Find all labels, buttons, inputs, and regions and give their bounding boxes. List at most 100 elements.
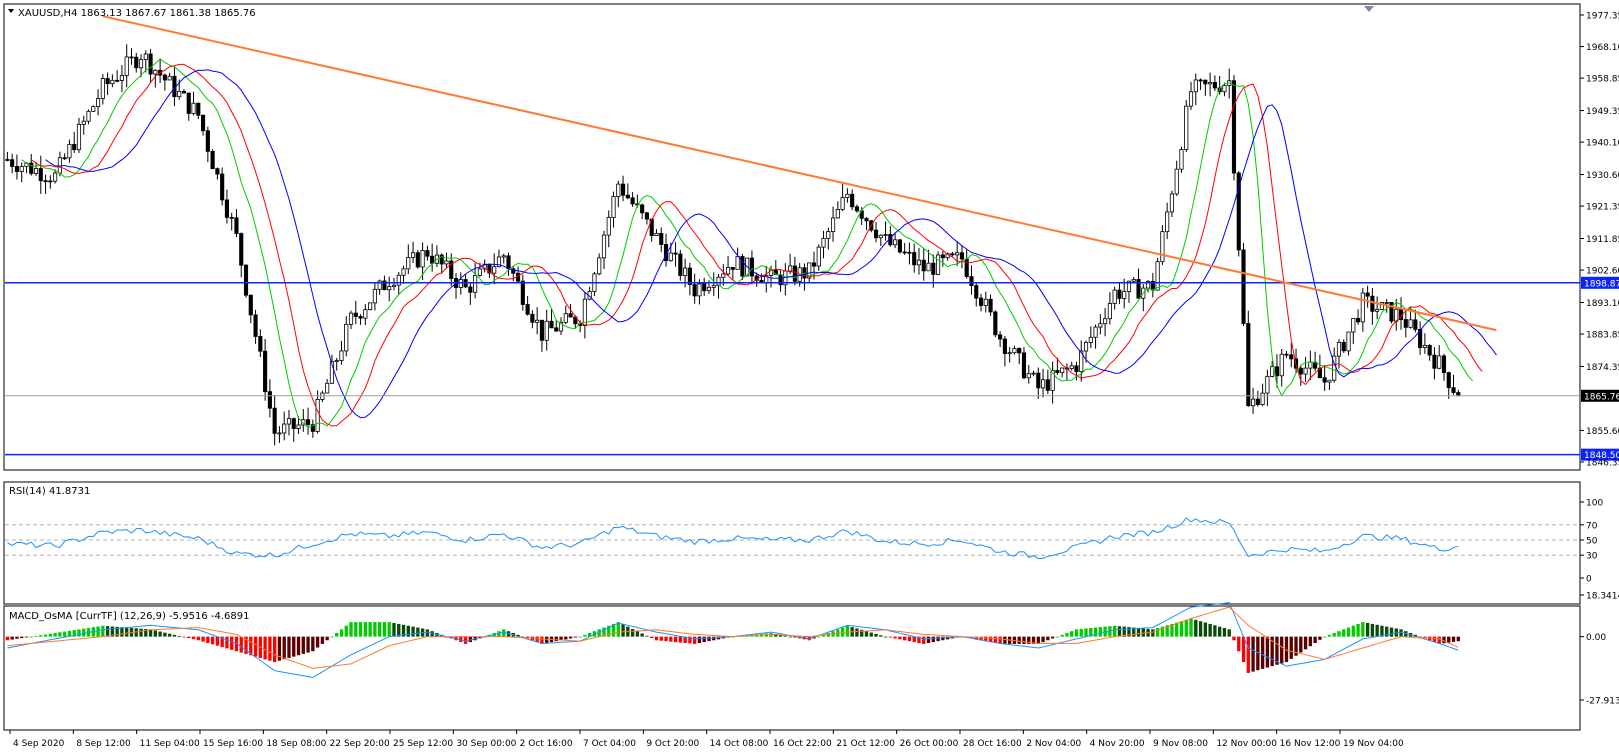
candle-body — [48, 180, 53, 183]
osma-bar — [144, 629, 148, 637]
osma-bar — [163, 632, 167, 637]
price-panel[interactable]: 1898.87 1848.50 1865.76 1977.35 1968.10 1958… — [3, 3, 1619, 471]
candle-body — [301, 419, 306, 426]
osma-bar — [1132, 627, 1136, 637]
candle-body — [601, 234, 607, 259]
candle-body — [1079, 350, 1084, 373]
osma-bar — [387, 622, 391, 637]
osma-bar — [1060, 634, 1064, 637]
candle-body — [897, 239, 902, 253]
candle-body — [382, 280, 387, 291]
candle-body — [1351, 318, 1356, 333]
trendline[interactable] — [102, 15, 1497, 332]
candle-body — [391, 284, 397, 287]
ma-fast-line — [21, 58, 1473, 429]
osma-bar — [1003, 636, 1007, 644]
osma-bar — [1112, 625, 1117, 637]
osma-bar — [1141, 628, 1145, 637]
candle-body — [826, 231, 831, 239]
candle-body — [1203, 79, 1208, 85]
price-tick-label: 1893.10 — [1586, 299, 1619, 309]
osma-bar — [984, 636, 988, 642]
osma-bar — [377, 622, 382, 637]
osma-bar — [1380, 625, 1384, 637]
price-candles — [5, 44, 1461, 446]
osma-bar — [783, 635, 788, 637]
osma-bar — [1284, 636, 1289, 663]
time-tick-label: 19 Nov 04:00 — [1343, 739, 1404, 749]
osma-bar — [568, 636, 573, 639]
osma-bar — [559, 636, 563, 641]
candle-body — [740, 256, 745, 277]
candle-body — [716, 276, 721, 287]
rsi-series-line — [7, 517, 1459, 560]
candle-body — [243, 264, 249, 296]
osma-bar — [793, 636, 797, 638]
horizontal-level-tag — [1581, 276, 1619, 289]
osma-bar — [335, 633, 339, 637]
candle-body — [167, 75, 172, 81]
candle-body — [258, 336, 263, 352]
candle-body — [983, 298, 988, 306]
osma-bar — [177, 635, 181, 637]
candle-body — [210, 150, 215, 170]
osma-bar — [545, 636, 549, 643]
osma-bar — [58, 632, 62, 637]
rsi-panel-frame — [3, 481, 1581, 605]
horizontal-level-tag — [1581, 448, 1619, 461]
candle-body — [912, 252, 917, 266]
osma-bar — [296, 636, 301, 656]
macd-panel[interactable]: 18.3414 0.00 -27.9131 MACD_OsMA [CurrTF] (… — [3, 592, 1619, 731]
candle-body — [1250, 398, 1256, 407]
candle-body — [263, 350, 268, 393]
time-tick-label: 9 Oct 20:00 — [646, 739, 699, 749]
time-tick-label: 30 Sep 00:00 — [456, 739, 516, 749]
osma-bar — [244, 636, 248, 654]
osma-bar — [602, 627, 606, 637]
candle-body — [1098, 323, 1103, 328]
time-tick-label: 9 Nov 08:00 — [1153, 739, 1208, 749]
osma-bar — [96, 626, 100, 637]
osma-bar — [139, 628, 143, 637]
candle-body — [678, 253, 683, 276]
candle-body — [878, 234, 883, 239]
osma-bar — [406, 625, 410, 637]
osma-bar — [497, 631, 501, 637]
osma-bar — [1198, 621, 1203, 637]
osma-bar — [630, 628, 635, 637]
osma-bar — [268, 636, 272, 661]
osma-bar — [220, 636, 224, 648]
candle-body — [162, 74, 167, 81]
time-tick-label: 21 Oct 12:00 — [836, 739, 895, 749]
rsi-line — [7, 517, 1459, 560]
rsi-y-axis: 100 70 50 30 0 — [1580, 499, 1603, 585]
osma-bar — [1456, 636, 1460, 642]
osma-bar — [1337, 631, 1341, 637]
time-tick-label: 22 Sep 20:00 — [330, 739, 390, 749]
candle-body — [1083, 342, 1089, 352]
osma-bar — [578, 636, 582, 638]
osma-bar — [864, 631, 869, 637]
osma-bar — [540, 636, 544, 644]
osma-bar — [277, 636, 282, 661]
osma-bar — [1089, 628, 1093, 637]
candle-body — [935, 254, 941, 275]
osma-bar — [272, 636, 277, 663]
osma-bar — [659, 636, 663, 641]
osma-bar — [230, 636, 234, 650]
osma-bar — [330, 636, 334, 638]
osma-bar — [225, 636, 229, 649]
osma-bar — [182, 636, 186, 638]
rsi-panel[interactable]: 100 70 50 30 0 RSI(14) 41.8731 — [3, 481, 1603, 605]
candle-body — [907, 251, 912, 254]
osma-bar — [683, 636, 687, 643]
osma-bar — [936, 636, 940, 642]
chart-shift-marker-icon[interactable] — [1364, 6, 1374, 12]
horizontal-levels[interactable]: 1898.87 1848.50 1865.76 — [5, 276, 1619, 461]
horizontal-level-label: 1898.87 — [1584, 279, 1619, 289]
osma-bar — [1217, 626, 1222, 637]
osma-bar — [912, 636, 916, 643]
osma-bar — [845, 625, 850, 637]
symbol-dropdown-icon[interactable] — [8, 9, 14, 13]
